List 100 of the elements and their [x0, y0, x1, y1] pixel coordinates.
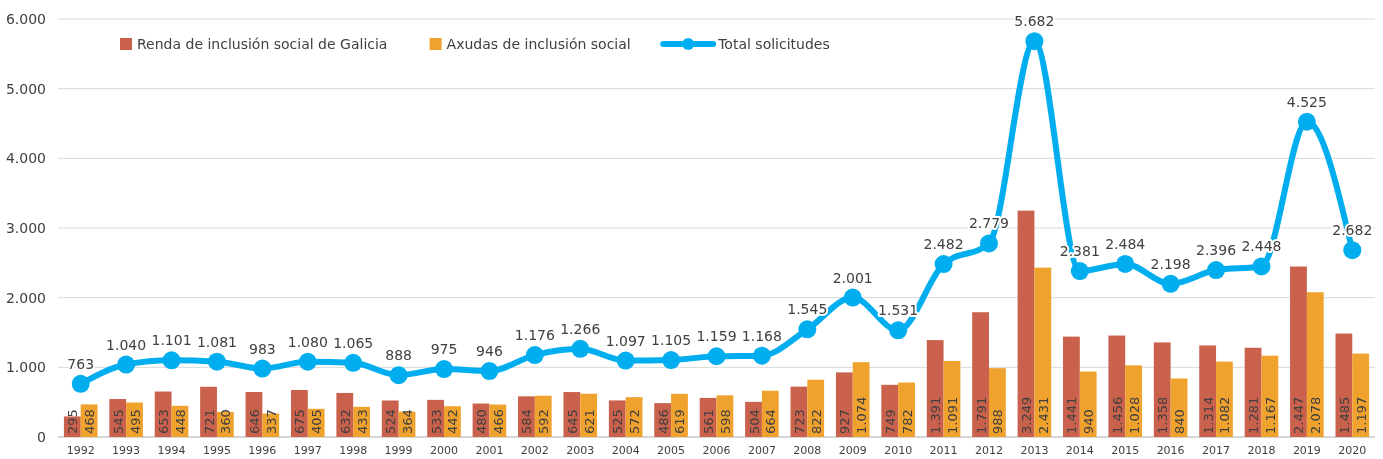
point: [162, 351, 181, 370]
point: [1025, 32, 1044, 51]
point: [253, 359, 272, 378]
x-tick-label: 1993: [112, 444, 141, 457]
bar: [1306, 292, 1324, 437]
point: [1116, 254, 1135, 273]
data-label: 1.176: [514, 327, 555, 344]
bar: [1335, 333, 1353, 437]
data-label: 1.105: [651, 332, 692, 349]
data-label: 405: [309, 409, 325, 434]
data-label: 466: [490, 409, 506, 434]
data-label: 1.314: [1200, 396, 1216, 434]
x-tick-label: 2014: [1065, 444, 1094, 457]
point: [298, 352, 317, 371]
x-tick-label: 2018: [1247, 444, 1276, 457]
data-label: 448: [172, 409, 188, 434]
x-tick-label: 2004: [611, 444, 640, 457]
data-label: 1.040: [106, 336, 147, 353]
data-label: 468: [82, 409, 98, 434]
data-label: 927: [837, 409, 853, 434]
data-label: 664: [763, 409, 779, 434]
x-tick-label: 2017: [1202, 444, 1231, 457]
data-label: 1.358: [1155, 396, 1171, 434]
data-label: 295: [65, 409, 81, 434]
data-label: 888: [385, 347, 412, 364]
x-tick-label: 2020: [1338, 444, 1367, 457]
y-tick-label: 3.000: [5, 220, 46, 236]
legend-label: Total solicitudes: [717, 36, 830, 52]
y-tick-label: 6.000: [5, 11, 46, 27]
x-tick-label: 2005: [657, 444, 686, 457]
data-label: 360: [218, 409, 234, 434]
data-label: 632: [337, 409, 353, 434]
data-label: 2.396: [1196, 242, 1237, 259]
data-label: 619: [672, 409, 688, 434]
x-tick-label: 1998: [339, 444, 368, 457]
data-label: 983: [248, 340, 276, 357]
x-tick-label: 1996: [248, 444, 277, 457]
data-label: 533: [428, 409, 444, 434]
data-label: 653: [156, 409, 172, 434]
data-label: 1.441: [1064, 396, 1080, 434]
data-label: 1.266: [560, 320, 601, 337]
data-label: 840: [1172, 409, 1188, 434]
x-tick-label: 1997: [293, 444, 322, 457]
x-tick-label: 1999: [384, 444, 413, 457]
x-tick-label: 2015: [1111, 444, 1140, 457]
bar: [972, 312, 989, 437]
x-tick-label: 2009: [838, 444, 867, 457]
data-label: 1.167: [1262, 396, 1278, 434]
data-label: 442: [445, 409, 461, 434]
data-label: 504: [746, 409, 762, 434]
point: [71, 374, 90, 393]
data-label: 646: [246, 409, 262, 434]
bar: [1017, 210, 1035, 437]
x-tick-label: 2010: [884, 444, 913, 457]
data-label: 495: [127, 409, 143, 434]
x-tick-label: 2003: [566, 444, 595, 457]
data-label: 1.091: [944, 396, 960, 434]
bar: [835, 372, 853, 437]
data-label: 1.028: [1126, 396, 1142, 434]
point: [389, 366, 408, 385]
data-label: 2.484: [1105, 235, 1146, 252]
data-label: 1.074: [854, 396, 870, 434]
point: [571, 339, 590, 358]
data-label: 584: [519, 409, 535, 434]
point: [207, 352, 226, 371]
point: [1207, 261, 1226, 280]
x-tick-label: 2019: [1292, 444, 1321, 457]
data-label: 1.101: [151, 332, 192, 349]
data-label: 572: [627, 409, 643, 434]
data-label: 763: [67, 355, 95, 372]
point: [662, 351, 681, 370]
y-tick-label: 4.000: [5, 150, 46, 167]
y-tick-label: 2.000: [5, 289, 46, 306]
bar: [1034, 267, 1052, 437]
point: [889, 321, 908, 340]
data-label: 2.078: [1308, 396, 1324, 434]
data-label: 1.391: [928, 396, 944, 434]
point: [843, 288, 862, 307]
point: [525, 346, 544, 365]
bar: [1352, 353, 1370, 437]
data-label: 1.168: [741, 327, 782, 344]
point: [616, 351, 635, 370]
data-label: 1.791: [973, 396, 989, 434]
legend-label: Axudas de inclusión social: [446, 36, 631, 52]
x-tick-label: 2006: [702, 444, 731, 457]
bar: [1108, 335, 1126, 437]
data-label: 1.097: [605, 332, 646, 349]
data-label: 621: [581, 409, 597, 434]
point: [480, 362, 499, 381]
data-label: 3.249: [1018, 396, 1034, 434]
data-label: 940: [1081, 409, 1097, 434]
data-label: 782: [899, 409, 915, 434]
point: [344, 353, 363, 372]
data-label: 2.001: [832, 269, 873, 286]
point: [1070, 262, 1089, 281]
data-label: 1.485: [1336, 396, 1352, 434]
x-tick-label: 2001: [475, 444, 504, 457]
x-tick-label: 2016: [1156, 444, 1185, 457]
data-label: 946: [476, 343, 503, 360]
data-label: 4.525: [1286, 93, 1327, 110]
